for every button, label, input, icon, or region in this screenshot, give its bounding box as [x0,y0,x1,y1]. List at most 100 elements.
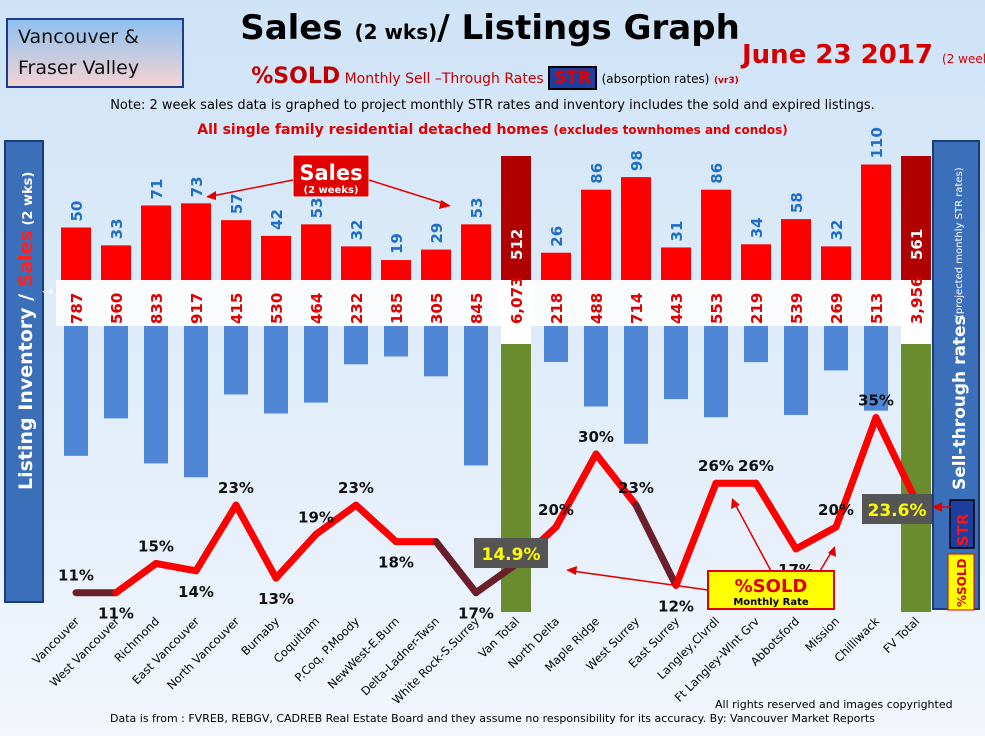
inventory-value-label: 714 [628,293,646,324]
inventory-bar [784,326,808,415]
sold-pct-label: 20% [818,501,854,519]
inventory-bar [184,326,208,478]
inventory-value-label: 530 [268,293,286,324]
sales-value-label: 53 [308,197,326,218]
sold-arrow-right [819,550,833,572]
inventory-value-label: 443 [668,293,686,324]
sold-line-segment [272,530,320,582]
sold-pct-label: 23% [218,479,254,497]
inventory-bar [744,326,768,363]
sold-pct-label: 19% [298,508,334,526]
sold-pct-label: 11% [58,567,94,585]
sales-bar [621,177,651,280]
sales-bar [421,249,451,280]
inventory-value-label: 305 [428,293,446,324]
sold-arrow-left [571,570,709,591]
right-axis-sublabel: (projected monthly STR rates) [954,167,965,318]
sold-pct-label: 26% [738,457,774,475]
total-sales-bar [501,156,531,280]
inventory-bar [144,326,168,464]
sales-bar [61,227,91,280]
sales-value-label: 19 [388,233,406,254]
sold-pct-label: 13% [258,590,294,608]
sales-value-label: 512 [508,229,526,260]
x-tick-label: NewWest-E.Burn [325,614,402,691]
sold-arrowhead-right [828,546,836,557]
subtitle-abs: (absorption rates) [601,72,710,86]
sales-callout-title: Sales [299,161,362,185]
right-sold-text: %SOLD [955,558,969,607]
sold-callout-sub: Monthly Rate [733,597,808,608]
date-small: (2 weeks) [942,52,985,66]
right-str-text: STR [954,513,972,546]
sold-pct-label: 12% [658,597,694,615]
sales-value-label: 110 [868,127,886,158]
inventory-bar [304,326,328,403]
total-sales-bar [901,156,931,280]
right-axis-label: Sell-through rates [950,315,970,490]
sales-value-label: 86 [708,163,726,184]
left-label-c: (2 wks) [21,172,36,230]
inventory-value-label: 553 [708,293,726,324]
region-line-2: Fraser Valley [18,57,140,79]
left-label-b: Sales [15,230,37,287]
sales-arrow-right [368,179,446,205]
scope-text: All single family residential detached h… [0,122,985,138]
inventory-bar [664,326,688,400]
inventory-bar [424,326,448,377]
sold-line-segment [752,479,800,553]
inventory-value-label: 787 [68,293,86,324]
x-tick-label: Mission [802,614,842,654]
sold-pct-label: 15% [138,538,174,556]
sold-line-segment [832,414,880,531]
inventory-value-label: 845 [468,293,486,324]
fv-total-rate: 23.6% [868,501,927,521]
inventory-bar [704,326,728,418]
sales-bar [541,252,571,280]
subtitle-version: (vr3) [713,76,739,86]
inventory-bar [344,326,368,365]
sold-pct-label: 35% [858,392,894,410]
inventory-value-label: 539 [788,293,806,324]
sold-line-segment [552,450,600,531]
sold-line-segment [312,501,360,538]
sold-line-segment [792,523,840,553]
left-label-a: Listing Inventory / [15,287,37,490]
fv-total-rate-box [862,494,932,524]
sold-pct-label: 18% [378,554,414,572]
sales-value-label: 34 [748,217,766,238]
note-text: Note: 2 week sales data is graphed to pr… [110,98,875,113]
sold-line-segment [192,501,240,575]
sales-bar [101,245,131,280]
region-label-box: Vancouver & Fraser Valley [6,18,184,88]
sales-bar [781,219,811,280]
inventory-value-label: 219 [748,293,766,324]
sales-value-label: 33 [108,218,126,239]
inventory-bar [104,326,128,419]
sales-value-label: 98 [628,150,646,171]
sales-value-label: 561 [908,229,926,260]
sold-pct-label: 14% [178,583,214,601]
date-text: June 23 2017 [742,40,933,70]
sales-bar [261,235,291,280]
scope-small: (excludes townhomes and condos) [553,123,788,137]
sold-line-segment [232,501,280,582]
van-total-rate: 14.9% [482,545,541,565]
inventory-bar [624,326,648,444]
rights-text: All rights reserved and images copyright… [715,698,953,711]
sales-bar [861,164,891,280]
sold-pct-label: 23% [618,479,654,497]
sold-arrowhead-left [566,566,577,575]
subtitle-pct: %SOLD [251,64,341,89]
inventory-value-label: 415 [228,293,246,324]
sold-pct-label: 20% [538,501,574,519]
sales-bar [341,246,371,280]
sold-line-segment [872,414,920,505]
report-date: June 23 2017 (2 weeks) [742,40,985,70]
total-label-bg [501,280,531,344]
inventory-bar [264,326,288,414]
sales-bar [221,220,251,280]
sales-callout-box [292,154,370,198]
